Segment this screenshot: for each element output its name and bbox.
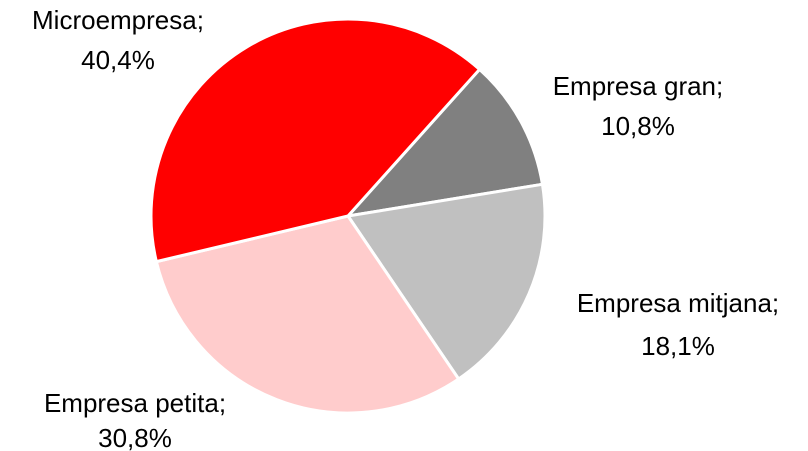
value-label: 18,1% xyxy=(641,331,715,361)
category-label: Empresa gran; xyxy=(553,71,724,101)
category-label: Empresa mitjana; xyxy=(577,288,779,318)
pie-slice xyxy=(154,214,461,415)
pie-slice xyxy=(346,182,547,381)
value-label: 10,8% xyxy=(601,111,675,141)
label-separator: ; xyxy=(197,5,204,35)
category-name: Empresa petita xyxy=(44,388,219,418)
pie-slice xyxy=(149,17,482,264)
value-label: 30,8% xyxy=(98,423,172,451)
category-name: Empresa mitjana xyxy=(577,288,773,318)
category-label: Empresa petita; xyxy=(44,388,226,418)
label-separator: ; xyxy=(716,71,723,101)
label-separator: ; xyxy=(219,388,226,418)
category-label: Microempresa; xyxy=(32,5,204,35)
category-name: Microempresa xyxy=(32,5,197,35)
category-name: Empresa gran xyxy=(553,71,716,101)
label-separator: ; xyxy=(772,288,779,318)
pie-slice xyxy=(346,67,544,218)
value-label: 40,4% xyxy=(81,45,155,75)
